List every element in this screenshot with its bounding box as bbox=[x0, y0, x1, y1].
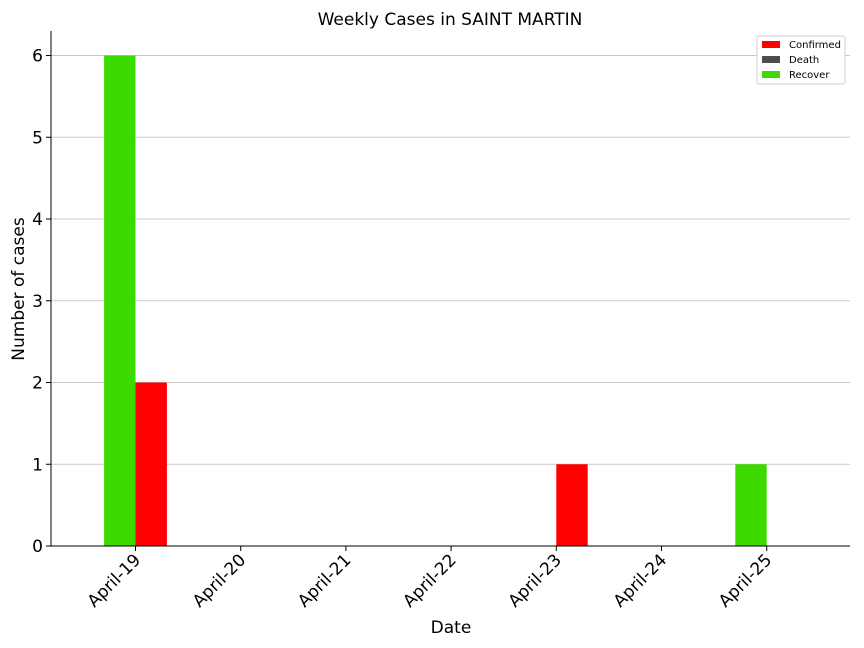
grid-lines bbox=[51, 55, 850, 465]
x-tick-label: April-20 bbox=[189, 550, 250, 611]
chart-title: Weekly Cases in SAINT MARTIN bbox=[318, 10, 583, 30]
bar-confirmed-april-23 bbox=[556, 464, 588, 546]
y-tick-label: 1 bbox=[32, 455, 43, 475]
x-tick-label: April-23 bbox=[505, 550, 566, 611]
legend-label-recover: Recover bbox=[789, 70, 830, 81]
legend-label-death: Death bbox=[789, 55, 819, 66]
x-tick-label: April-22 bbox=[399, 550, 460, 611]
bar-recover-april-25 bbox=[735, 464, 767, 546]
bar-recover-april-19 bbox=[104, 55, 136, 547]
bars-group bbox=[104, 55, 767, 547]
y-tick-label: 6 bbox=[32, 47, 43, 67]
y-tick-label: 0 bbox=[32, 537, 43, 557]
x-axis-label: Date bbox=[431, 618, 472, 638]
legend: Confirmed Death Recover bbox=[756, 35, 846, 85]
x-tick-label: April-24 bbox=[610, 550, 671, 611]
y-ticks: 0 1 2 3 4 5 6 bbox=[32, 47, 51, 557]
y-tick-label: 5 bbox=[32, 128, 43, 148]
x-tick-label: April-25 bbox=[715, 550, 776, 611]
x-tick-label: April-19 bbox=[84, 550, 145, 611]
x-ticks: April-19 April-20 April-21 April-22 April-23… bbox=[84, 546, 776, 612]
x-tick-label: April-21 bbox=[294, 550, 355, 611]
y-tick-label: 3 bbox=[32, 292, 43, 312]
legend-label-confirmed: Confirmed bbox=[789, 40, 841, 51]
y-axis-label: Number of cases bbox=[9, 217, 29, 361]
legend-swatch-death bbox=[762, 56, 780, 63]
legend-swatch-recover bbox=[762, 71, 780, 78]
y-tick-label: 2 bbox=[32, 374, 43, 394]
y-tick-label: 4 bbox=[32, 210, 43, 230]
bar-confirmed-april-19 bbox=[135, 382, 167, 546]
legend-swatch-confirmed bbox=[762, 41, 780, 48]
